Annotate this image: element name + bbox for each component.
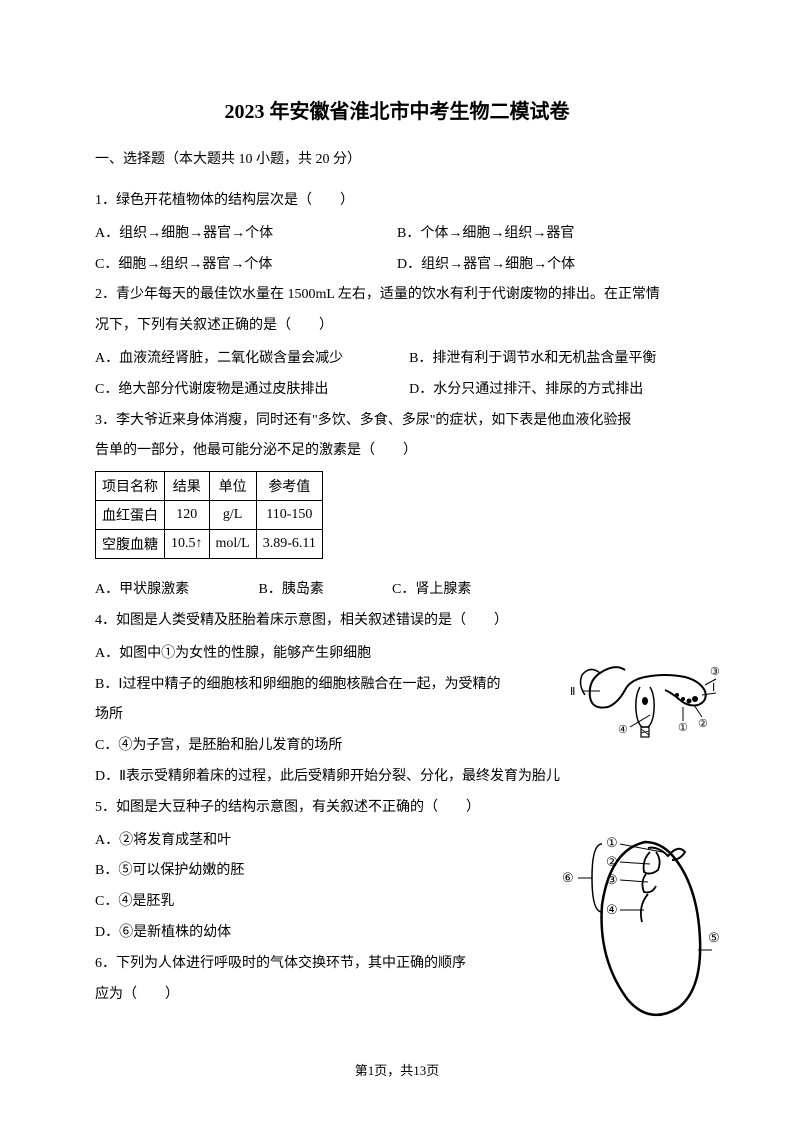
table-header-row: 项目名称 结果 单位 参考值 bbox=[96, 472, 323, 501]
q2-line2: 况下，下列有关叙述正确的是（ ） bbox=[95, 318, 333, 333]
td: g/L bbox=[209, 501, 256, 530]
q5-text: 5．如图是大豆种子的结构示意图，有关叙述不正确的（ ） bbox=[95, 800, 480, 815]
svg-text:Ⅱ: Ⅱ bbox=[570, 686, 575, 698]
td: 空腹血糖 bbox=[96, 530, 165, 559]
page-footer: 第1页，共13页 bbox=[0, 1060, 794, 1079]
q2-option-a: A．血液流经肾脏，二氧化碳含量会减少 bbox=[95, 344, 409, 375]
td: mol/L bbox=[209, 530, 256, 559]
q3-line1: 3．李大爷近来身体消瘦，同时还有"多饮、多食、多尿"的症状，如下表是他血液化验报 bbox=[95, 413, 631, 428]
svg-text:⑥: ⑥ bbox=[562, 870, 574, 885]
svg-text:②: ② bbox=[698, 718, 708, 730]
svg-text:③: ③ bbox=[710, 666, 720, 678]
seed-diagram-icon: ① ② ③ ④ ⑤ ⑥ bbox=[550, 830, 720, 1025]
q1-options-ab: A．组织→细胞→器官→个体 B．个体→细胞→组织→器官 bbox=[95, 219, 699, 250]
q1-text: 1．绿色开花植物体的结构层次是（ ） bbox=[95, 186, 699, 217]
q6-line1: 6．下列为人体进行呼吸时的气体交换环节，其中正确的顺序 bbox=[95, 956, 466, 971]
exam-title: 2023 年安徽省淮北市中考生物二模试卷 bbox=[95, 95, 699, 124]
td: 3.89-6.11 bbox=[256, 530, 322, 559]
q1-option-c: C．细胞→组织→器官→个体 bbox=[95, 250, 397, 281]
section-header: 一、选择题（本大题共 10 小题，共 20 分） bbox=[95, 146, 699, 174]
svg-text:①: ① bbox=[606, 835, 618, 850]
q3-option-a: A．甲状腺激素 bbox=[95, 575, 255, 606]
q2-option-b: B．排泄有利于调节水和无机盐含量平衡 bbox=[409, 344, 699, 375]
q1-options-cd: C．细胞→组织→器官→个体 D．组织→器官→细胞→个体 bbox=[95, 250, 699, 281]
q3-option-b: B．胰岛素 bbox=[259, 575, 389, 606]
q3-options: A．甲状腺激素 B．胰岛素 C．肾上腺素 bbox=[95, 575, 699, 606]
th-result: 结果 bbox=[165, 472, 210, 501]
svg-text:Ⅰ: Ⅰ bbox=[712, 682, 715, 694]
q1-option-a: A．组织→细胞→器官→个体 bbox=[95, 219, 397, 250]
svg-text:④: ④ bbox=[606, 902, 618, 917]
th-ref: 参考值 bbox=[256, 472, 322, 501]
q1-option-b: B．个体→细胞→组织→器官 bbox=[397, 219, 699, 250]
q4-option-d: D．Ⅱ表示受精卵着床的过程，此后受精卵开始分裂、分化，最终发育为胎儿 bbox=[95, 762, 699, 793]
table-row: 血红蛋白 120 g/L 110-150 bbox=[96, 501, 323, 530]
q3-line2: 告单的一部分，他最可能分泌不足的激素是（ ） bbox=[95, 443, 417, 458]
uterus-diagram-icon: Ⅱ ③ Ⅰ ② ① ④ bbox=[570, 655, 720, 755]
th-item: 项目名称 bbox=[96, 472, 165, 501]
svg-text:②: ② bbox=[606, 854, 618, 869]
q4-figure: Ⅱ ③ Ⅰ ② ① ④ bbox=[570, 655, 720, 755]
question-5: 5．如图是大豆种子的结构示意图，有关叙述不正确的（ ） bbox=[95, 793, 699, 824]
svg-text:③: ③ bbox=[606, 872, 618, 887]
q2-option-c: C．绝大部分代谢废物是通过皮肤排出 bbox=[95, 375, 409, 406]
svg-text:④: ④ bbox=[618, 724, 628, 736]
td: 血红蛋白 bbox=[96, 501, 165, 530]
q1-option-d: D．组织→器官→细胞→个体 bbox=[397, 250, 699, 281]
td: 10.5↑ bbox=[165, 530, 210, 559]
td: 120 bbox=[165, 501, 210, 530]
q4-text: 4．如图是人类受精及胚胎着床示意图，相关叙述错误的是（ ） bbox=[95, 613, 508, 628]
q2-options-ab: A．血液流经肾脏，二氧化碳含量会减少 B．排泄有利于调节水和无机盐含量平衡 bbox=[95, 344, 699, 375]
q2-options-cd: C．绝大部分代谢废物是通过皮肤排出 D．水分只通过排汗、排尿的方式排出 bbox=[95, 375, 699, 406]
table-row: 空腹血糖 10.5↑ mol/L 3.89-6.11 bbox=[96, 530, 323, 559]
question-3: 3．李大爷近来身体消瘦，同时还有"多饮、多食、多尿"的症状，如下表是他血液化验报… bbox=[95, 406, 699, 468]
q3-option-c: C．肾上腺素 bbox=[392, 575, 471, 606]
question-4: 4．如图是人类受精及胚胎着床示意图，相关叙述错误的是（ ） bbox=[95, 606, 699, 637]
th-unit: 单位 bbox=[209, 472, 256, 501]
svg-text:①: ① bbox=[678, 722, 688, 734]
q6-line2: 应为（ ） bbox=[95, 987, 179, 1002]
q2-option-d: D．水分只通过排汗、排尿的方式排出 bbox=[409, 375, 699, 406]
q5-figure: ① ② ③ ④ ⑤ ⑥ bbox=[550, 830, 720, 1025]
svg-text:⑤: ⑤ bbox=[708, 930, 720, 945]
q2-line1: 2．青少年每天的最佳饮水量在 1500mL 左右，适量的饮水有利于代谢废物的排出… bbox=[95, 287, 660, 302]
td: 110-150 bbox=[256, 501, 322, 530]
q3-table: 项目名称 结果 单位 参考值 血红蛋白 120 g/L 110-150 空腹血糖… bbox=[95, 471, 323, 559]
question-2: 2．青少年每天的最佳饮水量在 1500mL 左右，适量的饮水有利于代谢废物的排出… bbox=[95, 280, 699, 342]
question-1: 1．绿色开花植物体的结构层次是（ ） bbox=[95, 186, 699, 217]
